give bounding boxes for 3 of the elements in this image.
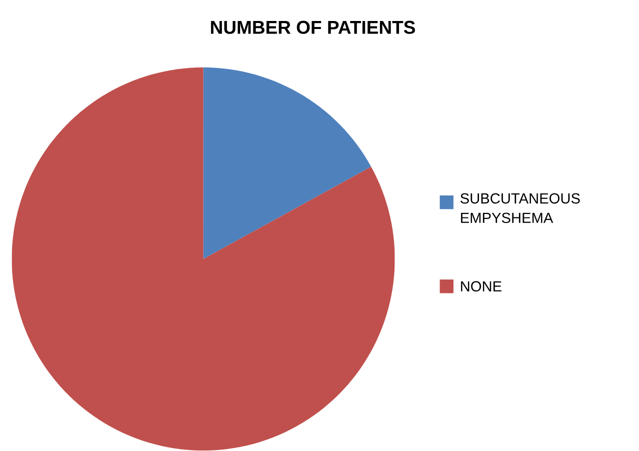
legend-label: NONE [461, 281, 502, 292]
chart-title: NUMBER OF PATIENTS [211, 21, 415, 34]
legend-label: SUBCUTANEOUS EMPYSHEMA [460, 193, 580, 224]
